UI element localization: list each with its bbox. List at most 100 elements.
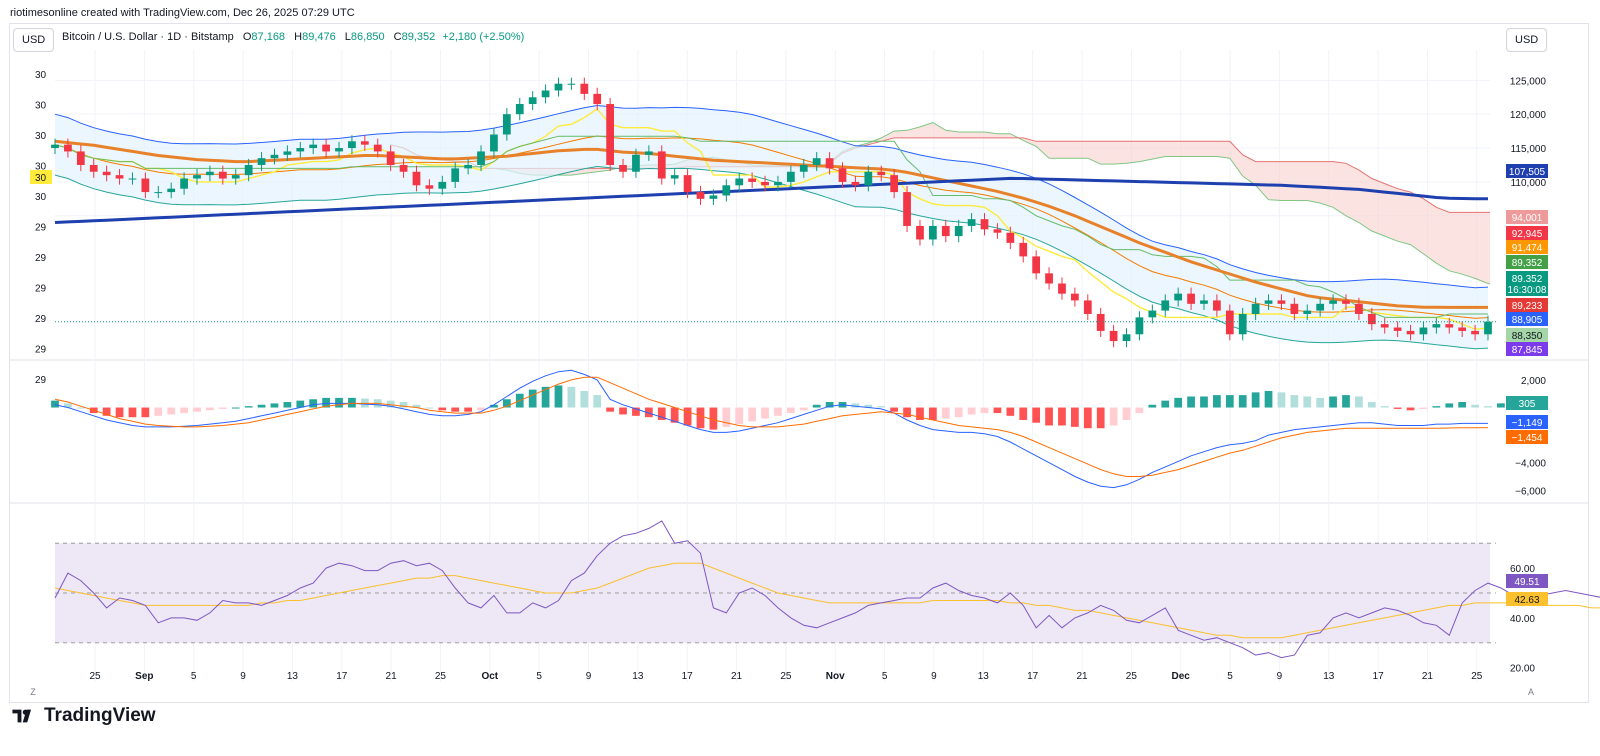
macd-axis-label-text: 305: [1519, 399, 1536, 410]
x-axis-tick-label: 17: [336, 671, 348, 682]
candle-body: [76, 151, 85, 165]
macd-histogram-bar: [1380, 406, 1389, 408]
x-axis-tick-label: 13: [632, 671, 644, 682]
candle-body: [1225, 310, 1234, 335]
macd-histogram-bar: [619, 407, 627, 415]
rsi-line: [54, 520, 1600, 659]
candle-body: [1290, 303, 1299, 314]
candle-body: [838, 168, 847, 182]
rsi-axis-label: [1506, 574, 1548, 588]
candle-body: [761, 181, 769, 186]
close-value: 89,352: [401, 31, 436, 43]
x-axis-tick-label: 5: [1227, 671, 1233, 682]
currency-selector-left[interactable]: USD: [13, 28, 55, 52]
x-axis-tick-label: 13: [287, 671, 299, 682]
candle-body: [490, 134, 498, 152]
macd-histogram-bar: [1083, 407, 1092, 429]
candle-body: [1432, 324, 1441, 328]
candle-body: [1174, 293, 1183, 301]
price-axis-label-text: 107,505: [1509, 167, 1546, 178]
candle-body: [257, 158, 266, 165]
macd-histogram-bar: [218, 407, 227, 409]
candle-body: [864, 171, 873, 186]
candle-body: [657, 151, 666, 179]
left-axis-tick-label: 29: [35, 284, 47, 295]
candle-body: [128, 178, 137, 180]
macd-histogram-bar: [774, 407, 782, 416]
macd-histogram-bar: [1161, 400, 1170, 408]
macd-histogram-bar: [1225, 395, 1234, 408]
candle-body: [967, 219, 976, 226]
candle-body: [464, 164, 472, 169]
candle-body: [812, 158, 821, 165]
candle-body: [515, 104, 524, 115]
zoom-button[interactable]: Z: [30, 687, 36, 697]
candle-body: [722, 185, 731, 196]
candle-body: [1006, 232, 1015, 243]
macd-histogram-bar: [477, 407, 485, 411]
macd-histogram-bar: [1367, 402, 1376, 408]
currency-selector-right[interactable]: USD: [1506, 28, 1548, 52]
macd-histogram-bar: [1316, 397, 1325, 408]
symbol-legend[interactable]: Bitcoin / U.S. Dollar · 1D · Bitstamp O8…: [62, 31, 524, 43]
left-axis-tick-label: 30: [35, 192, 47, 203]
candle-body: [1329, 300, 1337, 304]
macd-histogram-bar: [1148, 404, 1157, 408]
tradingview-logo-icon: [12, 709, 32, 723]
left-axis-tick-label: 29: [35, 314, 47, 325]
macd-histogram-bar: [193, 407, 201, 412]
macd-signal-line: [54, 376, 1489, 477]
candle-body: [477, 151, 485, 165]
left-axis-highlight: [30, 170, 52, 184]
low-value: 86,850: [350, 31, 385, 43]
left-axis-tick-label: 30: [35, 101, 47, 112]
macd-histogram-bar: [1484, 406, 1492, 408]
macd-histogram-bar: [180, 407, 188, 414]
candle-body: [709, 195, 718, 199]
candle-body: [283, 151, 292, 155]
ema-slow-line: [54, 176, 1489, 224]
candle-body: [1419, 327, 1428, 335]
candle-body: [360, 141, 369, 145]
macd-histogram-bar: [761, 407, 769, 419]
candle-body: [386, 151, 395, 165]
price-axis-tick-label: 110,000: [1511, 178, 1547, 189]
macd-histogram-bar: [141, 407, 150, 418]
high-label: H: [294, 31, 303, 43]
candle-body: [102, 171, 111, 176]
price-axis-label: [1506, 210, 1548, 224]
macd-histogram-bar: [1303, 396, 1312, 408]
macd-histogram-bar: [76, 407, 85, 409]
rsi-ma-line: [54, 562, 1600, 639]
change-value: +2,180 (+2.50%): [442, 31, 525, 43]
macd-histogram-bar: [1393, 407, 1402, 409]
macd-axis-tick-label: −4,000: [1515, 459, 1546, 470]
macd-histogram-bar: [438, 407, 447, 411]
macd-histogram-bar: [903, 407, 911, 418]
candle-body: [554, 83, 563, 91]
left-axis-tick-label: 29: [35, 253, 47, 264]
rsi-axis-label: [1506, 592, 1548, 606]
candle-body: [1393, 327, 1402, 331]
candle-body: [670, 175, 679, 179]
macd-histogram-bar: [1342, 395, 1350, 408]
x-axis-tick-label: 17: [682, 671, 694, 682]
candle-body: [1316, 303, 1325, 311]
candle-body: [89, 164, 98, 172]
candle-body: [64, 144, 72, 152]
macd-histogram-bar: [1032, 407, 1041, 423]
candle-body: [438, 181, 447, 189]
rsi-axis-tick-label: 20.00: [1510, 664, 1535, 675]
macd-histogram-bar: [64, 403, 72, 408]
macd-axis-tick-label: 2,000: [1521, 376, 1546, 387]
x-axis-tick-label: 5: [536, 671, 542, 682]
candle-body: [696, 192, 705, 199]
price-axis-label-text: 16:30:08: [1508, 285, 1547, 296]
candle-body: [425, 185, 434, 189]
candle-body: [1071, 293, 1079, 301]
auto-scale-button[interactable]: A: [1527, 687, 1534, 697]
macd-histogram-bar: [1329, 396, 1337, 408]
price-axis-label-text: 88,905: [1512, 315, 1543, 326]
macd-histogram-bar: [464, 407, 472, 412]
